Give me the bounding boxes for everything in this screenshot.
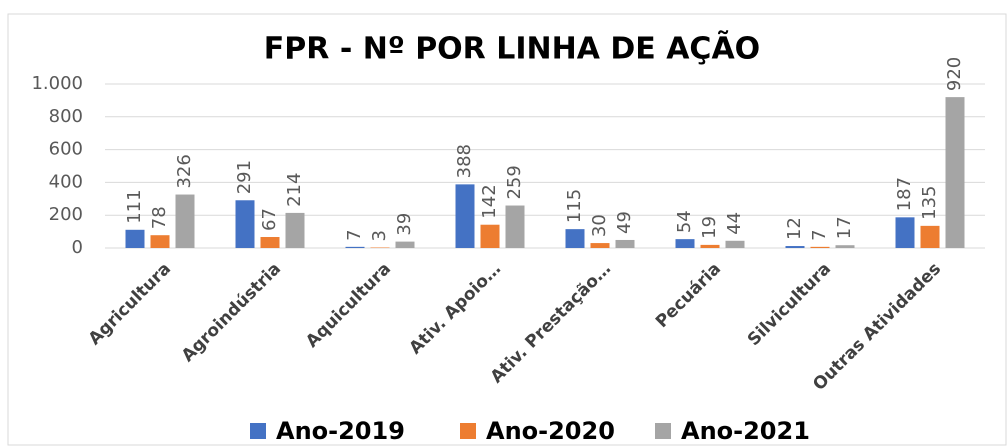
legend-swatch: [250, 423, 266, 439]
chart-title: FPR - Nº POR LINHA DE AÇÃO: [264, 30, 760, 67]
y-tick-label: 1.000: [31, 73, 83, 94]
value-label: 3: [369, 230, 390, 241]
value-label: 17: [834, 216, 855, 239]
bar: [480, 224, 500, 248]
y-tick-label: 400: [49, 171, 83, 192]
value-label: 920: [944, 57, 965, 91]
bar: [505, 205, 525, 248]
bar: [565, 229, 585, 248]
legend-swatch: [655, 423, 671, 439]
value-label: 291: [234, 160, 255, 194]
value-label: 19: [699, 216, 720, 239]
bar: [175, 194, 195, 248]
bar: [675, 239, 695, 248]
value-label: 44: [724, 212, 745, 235]
legend-swatch: [460, 423, 476, 439]
value-label: 30: [589, 214, 610, 237]
bar: [235, 200, 255, 248]
legend-label: Ano-2020: [486, 417, 615, 445]
value-label: 49: [614, 211, 635, 234]
y-tick-label: 0: [72, 237, 83, 258]
value-label: 259: [504, 165, 525, 199]
value-label: 111: [124, 189, 145, 223]
value-label: 326: [174, 154, 195, 188]
value-label: 187: [894, 177, 915, 211]
bar: [125, 229, 145, 248]
y-tick-label: 600: [49, 139, 83, 160]
value-label: 142: [479, 184, 500, 218]
y-tick-label: 200: [49, 204, 83, 225]
value-label: 7: [809, 229, 830, 240]
bar: [920, 225, 940, 248]
bar: [725, 240, 745, 248]
legend-label: Ano-2019: [276, 417, 405, 445]
bar: [260, 237, 280, 248]
bar: [345, 246, 365, 248]
legend-label: Ano-2021: [681, 417, 810, 445]
bar: [590, 243, 610, 248]
bar: [150, 235, 170, 248]
bar: [615, 239, 635, 248]
value-label: 12: [784, 217, 805, 240]
value-label: 7: [344, 229, 365, 240]
bar: [395, 241, 415, 248]
bar: [700, 244, 720, 248]
value-label: 78: [149, 206, 170, 229]
value-label: 67: [259, 208, 280, 231]
bar: [810, 246, 830, 248]
bar: [895, 217, 915, 248]
bar: [285, 212, 305, 248]
value-label: 214: [284, 173, 305, 207]
value-label: 39: [394, 213, 415, 236]
bar: [835, 245, 855, 248]
bar: [945, 97, 965, 249]
bar: [455, 184, 475, 248]
bar: [785, 246, 805, 248]
value-label: 54: [674, 210, 695, 233]
value-label: 135: [919, 186, 940, 220]
y-tick-label: 800: [49, 106, 83, 127]
value-label: 115: [564, 189, 585, 223]
value-label: 388: [454, 144, 475, 178]
